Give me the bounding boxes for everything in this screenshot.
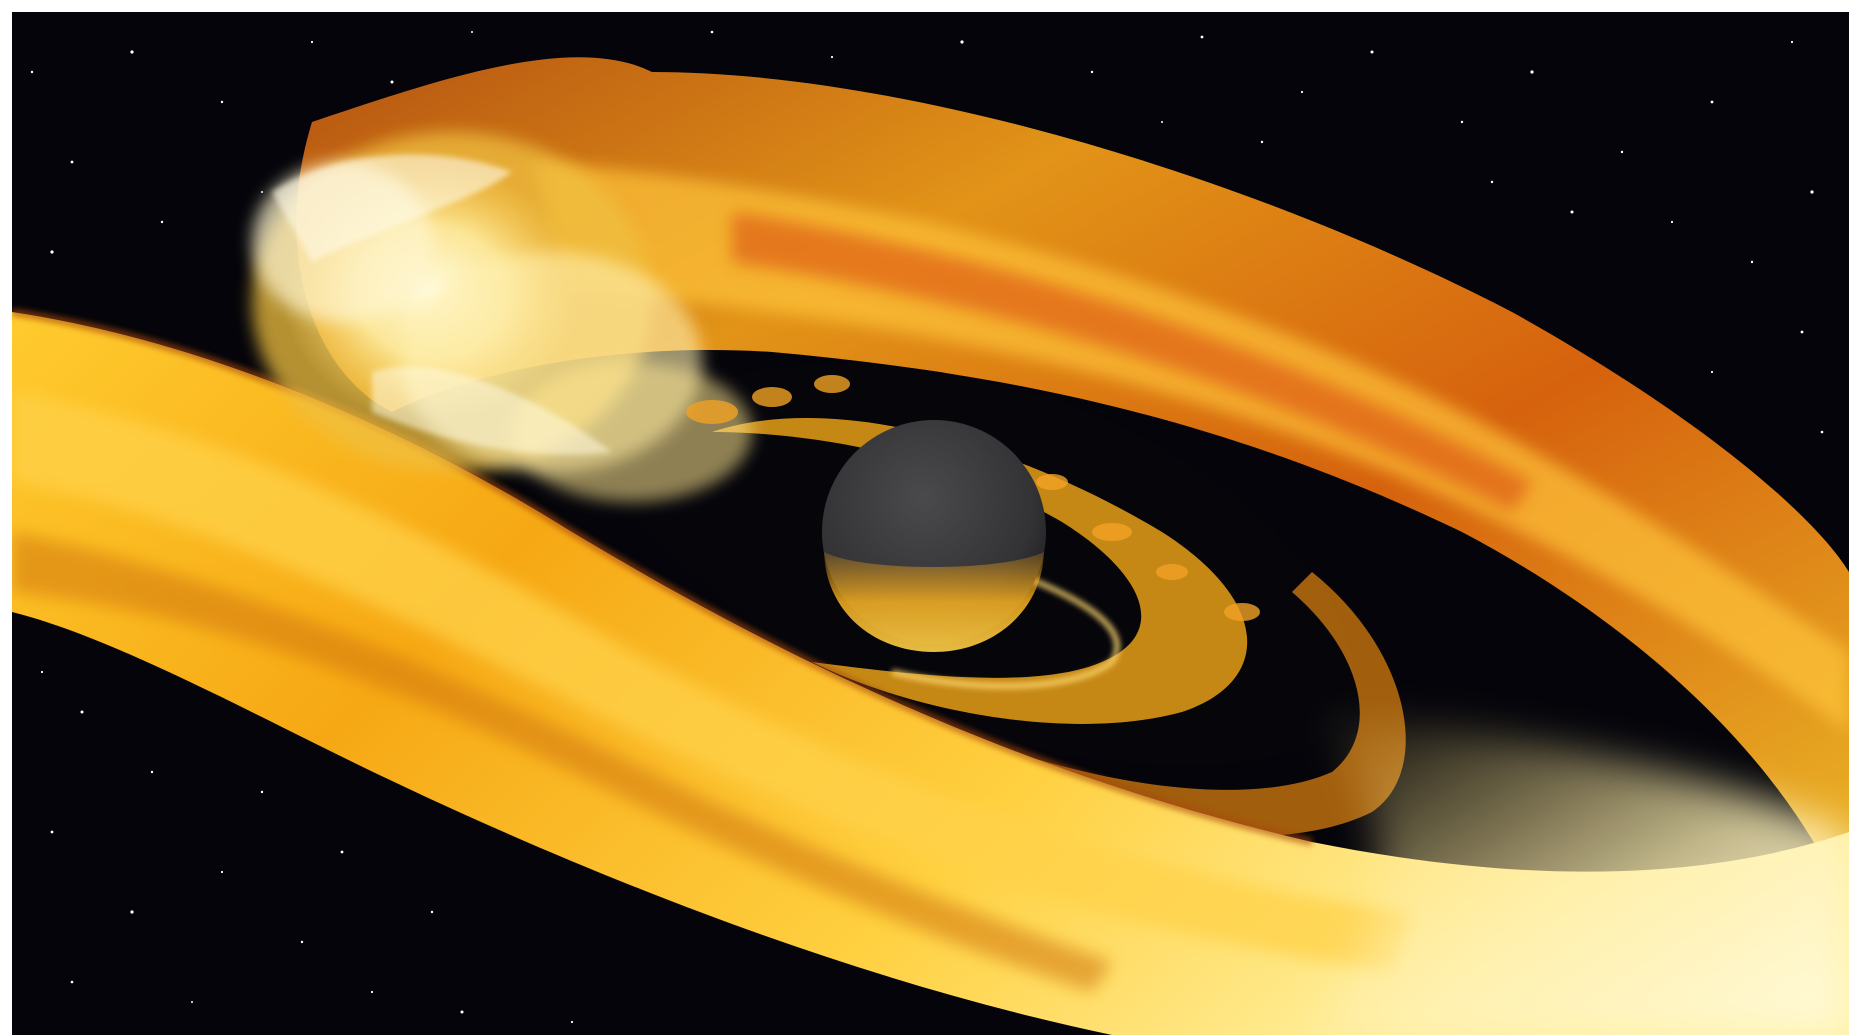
turbulent-cloud	[252, 132, 752, 502]
stream-top-edge	[12, 308, 1313, 846]
inner-ring-edge	[891, 569, 1120, 689]
debris-clumps	[686, 375, 1260, 621]
stream-bright-core	[12, 392, 1412, 972]
black-hole	[822, 420, 1046, 652]
right-glow	[1312, 712, 1849, 1035]
upper-arc-hot-streak	[732, 212, 1532, 512]
space-scene	[12, 12, 1849, 1035]
scene-svg	[12, 12, 1849, 1035]
stream-dark-vein	[12, 532, 1112, 992]
main-tidal-stream	[12, 312, 1849, 1035]
upper-arc-glow	[532, 162, 1849, 732]
